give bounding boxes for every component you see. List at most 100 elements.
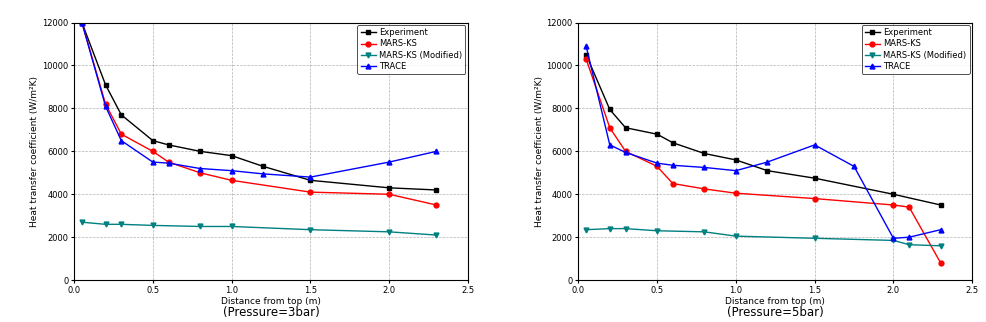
Legend: Experiment, MARS-KS, MARS-KS (Modified), TRACE: Experiment, MARS-KS, MARS-KS (Modified),… — [357, 25, 465, 74]
TRACE — [730, 169, 741, 173]
MARS-KS — [730, 191, 741, 195]
TRACE — [760, 160, 772, 164]
MARS-KS — [100, 102, 111, 106]
MARS-KS — [580, 57, 592, 61]
MARS-KS (Modified) — [808, 236, 819, 240]
TRACE — [651, 161, 663, 165]
MARS-KS (Modified) — [651, 229, 663, 233]
MARS-KS (Modified) — [886, 239, 898, 242]
X-axis label: Distance from top (m): Distance from top (m) — [221, 298, 320, 307]
Experiment — [147, 139, 159, 143]
Experiment — [100, 83, 111, 87]
MARS-KS — [808, 197, 819, 201]
Text: (Pressure=3bar): (Pressure=3bar) — [223, 306, 319, 319]
Line: MARS-KS: MARS-KS — [80, 20, 439, 207]
Line: TRACE: TRACE — [583, 44, 943, 241]
Legend: Experiment, MARS-KS, MARS-KS (Modified), TRACE: Experiment, MARS-KS, MARS-KS (Modified),… — [861, 25, 968, 74]
MARS-KS — [76, 21, 88, 24]
TRACE — [886, 236, 898, 240]
MARS-KS — [226, 178, 238, 182]
Y-axis label: Heat transfer coefficient (W/m²K): Heat transfer coefficient (W/m²K) — [31, 76, 39, 227]
Experiment — [76, 21, 88, 24]
TRACE — [76, 21, 88, 24]
TRACE — [603, 143, 615, 147]
TRACE — [808, 143, 819, 147]
TRACE — [430, 149, 442, 153]
MARS-KS (Modified) — [226, 224, 238, 228]
MARS-KS (Modified) — [383, 230, 394, 234]
MARS-KS — [619, 149, 631, 153]
Text: (Pressure=5bar): (Pressure=5bar) — [726, 306, 822, 319]
MARS-KS (Modified) — [115, 223, 127, 226]
MARS-KS (Modified) — [934, 244, 946, 248]
MARS-KS — [383, 192, 394, 196]
Experiment — [226, 154, 238, 157]
Line: TRACE: TRACE — [80, 20, 439, 180]
MARS-KS — [163, 160, 175, 164]
MARS-KS — [651, 165, 663, 168]
Line: MARS-KS (Modified): MARS-KS (Modified) — [583, 226, 943, 248]
TRACE — [163, 161, 175, 165]
MARS-KS (Modified) — [304, 228, 316, 232]
MARS-KS (Modified) — [76, 220, 88, 224]
Experiment — [651, 132, 663, 136]
Experiment — [430, 188, 442, 192]
X-axis label: Distance from top (m): Distance from top (m) — [725, 298, 824, 307]
TRACE — [698, 166, 710, 169]
MARS-KS (Modified) — [619, 227, 631, 231]
MARS-KS — [667, 182, 678, 185]
TRACE — [147, 160, 159, 164]
Experiment — [304, 178, 316, 182]
MARS-KS (Modified) — [580, 228, 592, 232]
TRACE — [934, 228, 946, 232]
MARS-KS — [603, 126, 615, 130]
Experiment — [667, 141, 678, 145]
TRACE — [194, 166, 206, 170]
Experiment — [194, 149, 206, 153]
TRACE — [667, 163, 678, 167]
MARS-KS — [194, 171, 206, 175]
Experiment — [760, 169, 772, 173]
MARS-KS — [886, 203, 898, 207]
MARS-KS (Modified) — [902, 243, 914, 247]
Experiment — [603, 108, 615, 111]
MARS-KS (Modified) — [698, 230, 710, 234]
Experiment — [886, 192, 898, 196]
TRACE — [115, 139, 127, 143]
TRACE — [304, 175, 316, 179]
Experiment — [808, 176, 819, 180]
Line: Experiment: Experiment — [583, 52, 943, 207]
MARS-KS (Modified) — [603, 227, 615, 231]
MARS-KS (Modified) — [100, 223, 111, 226]
Experiment — [934, 203, 946, 207]
TRACE — [257, 172, 269, 176]
MARS-KS — [430, 203, 442, 207]
TRACE — [580, 44, 592, 48]
MARS-KS (Modified) — [730, 234, 741, 238]
MARS-KS (Modified) — [430, 233, 442, 237]
Experiment — [115, 113, 127, 117]
Experiment — [163, 143, 175, 147]
Experiment — [730, 158, 741, 162]
TRACE — [847, 165, 859, 168]
Experiment — [619, 126, 631, 130]
MARS-KS — [902, 205, 914, 209]
MARS-KS — [698, 187, 710, 191]
TRACE — [619, 150, 631, 154]
TRACE — [383, 160, 394, 164]
Line: Experiment: Experiment — [80, 20, 439, 193]
Experiment — [580, 53, 592, 57]
MARS-KS (Modified) — [194, 224, 206, 228]
TRACE — [902, 235, 914, 239]
Experiment — [257, 165, 269, 168]
MARS-KS — [115, 132, 127, 136]
Experiment — [383, 186, 394, 190]
TRACE — [226, 169, 238, 173]
MARS-KS (Modified) — [147, 223, 159, 227]
TRACE — [100, 104, 111, 108]
MARS-KS — [934, 261, 946, 265]
Experiment — [698, 152, 710, 156]
MARS-KS — [304, 190, 316, 194]
MARS-KS — [147, 149, 159, 153]
Y-axis label: Heat transfer coefficient (W/m²K): Heat transfer coefficient (W/m²K) — [534, 76, 543, 227]
